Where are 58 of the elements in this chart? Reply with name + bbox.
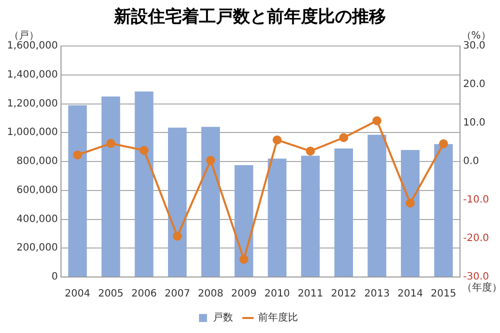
y-tick-label: 1,600,000 [6,40,58,52]
y-tick-label: 0 [52,272,58,283]
bar [368,134,386,276]
x-tick-label: 2014 [397,288,423,300]
y-tick-label: 800,000 [16,156,58,168]
bar [101,96,120,276]
y2-tick-label: -20.0 [463,233,489,244]
x-tick-label: 2009 [231,288,257,300]
chart-title: 新設住宅着工戸数と前年度比の推移 [112,6,387,29]
x-tick-label: 2006 [131,288,157,300]
point [73,150,82,160]
x-tick-label: 2004 [64,288,90,300]
bar [334,148,353,276]
bar [268,158,286,276]
y2-tick-label: 10.0 [463,118,486,129]
legend-label: 戸数 [213,312,233,324]
y2-tick-label: 20.0 [463,79,486,90]
y-tick-label: 200,000 [16,242,58,254]
x-tick-label: 2011 [298,288,324,300]
y-tick-label: 400,000 [16,214,58,225]
y2-tick-label: 30.0 [463,40,486,52]
bar [434,144,453,276]
bar [201,126,220,276]
point [140,146,149,155]
point [239,254,248,264]
y-tick-label: 1,400,000 [6,69,58,80]
x-tick-label: 2005 [98,288,124,300]
point [106,138,116,148]
point [172,232,182,241]
point [306,146,315,156]
y-axis-title: （戸） [9,30,39,42]
y2-tick-label: -10.0 [463,194,489,206]
bar [134,91,154,276]
y-tick-label: 1,200,000 [6,98,58,110]
x-tick-label: 2013 [364,288,390,300]
point [206,156,216,165]
point [272,135,282,144]
x-axis-title: （年度） [462,282,500,294]
y2-tick-label: 0.0 [463,156,480,168]
point [372,116,382,126]
y2-tick-label: -30.0 [463,272,489,283]
legend-label: 前年度比 [258,312,298,324]
bar [400,150,420,276]
y-tick-label: 1,000,000 [6,127,58,138]
x-tick-label: 2010 [264,288,290,300]
bar [68,105,87,276]
x-tick-label: 2012 [330,288,356,300]
bar [168,128,187,276]
bar [301,156,320,276]
y-tick-label: 600,000 [16,184,58,196]
point [339,133,348,142]
point [406,198,415,208]
x-tick-label: 2007 [164,288,190,300]
bar [234,165,254,276]
x-tick-label: 2015 [430,288,456,300]
point [438,139,448,148]
y2-axis-title: （%） [461,30,491,42]
x-tick-label: 2008 [198,288,224,300]
